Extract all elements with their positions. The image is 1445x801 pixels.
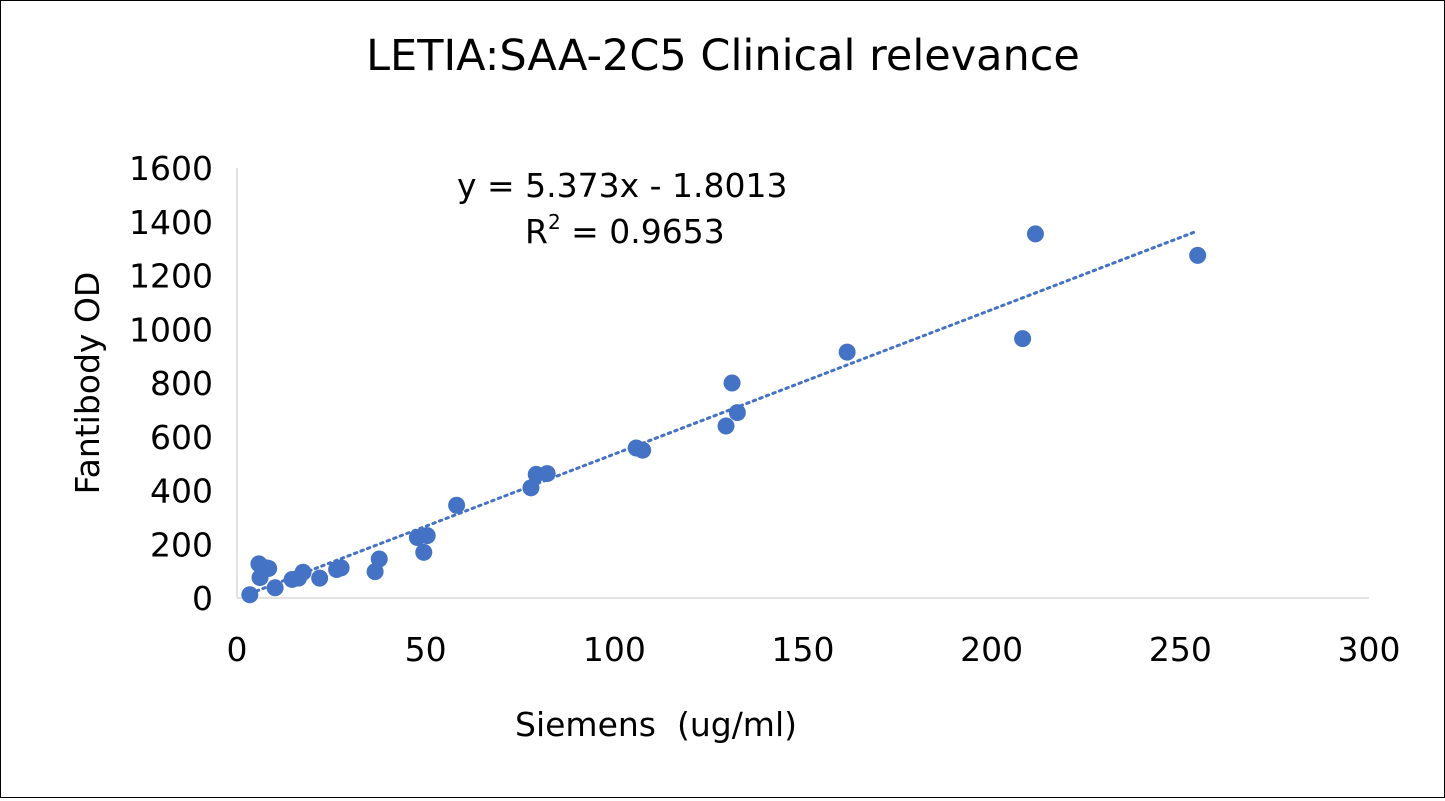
data-points bbox=[241, 225, 1207, 604]
data-point bbox=[418, 527, 436, 545]
data-point bbox=[370, 550, 388, 568]
y-tick-label: 600 bbox=[150, 418, 213, 457]
y-tick-label: 1200 bbox=[129, 257, 213, 296]
data-point bbox=[723, 374, 741, 392]
chart-title: LETIA:SAA-2C5 Clinical relevance bbox=[366, 31, 1080, 81]
data-point bbox=[717, 417, 735, 435]
data-point bbox=[538, 465, 556, 483]
data-point bbox=[241, 586, 259, 604]
y-axis-label: Fantibody OD bbox=[68, 272, 107, 495]
r-squared-prefix: R bbox=[525, 212, 548, 251]
x-tick-label: 250 bbox=[1149, 630, 1212, 669]
x-tick-label: 200 bbox=[960, 630, 1023, 669]
data-point bbox=[332, 559, 350, 577]
y-tick-label: 1400 bbox=[129, 203, 213, 242]
y-tick-label: 1000 bbox=[129, 310, 213, 349]
data-point bbox=[1026, 225, 1044, 243]
x-tick-label: 0 bbox=[227, 630, 248, 669]
y-tick-label: 200 bbox=[150, 525, 213, 564]
y-tick-labels: 0 200 400 600 800 1000 1200 1400 1600 bbox=[129, 149, 213, 618]
data-point bbox=[728, 404, 746, 422]
y-tick-label: 800 bbox=[150, 364, 213, 403]
data-point bbox=[448, 496, 466, 514]
data-point bbox=[311, 569, 329, 587]
data-point bbox=[1189, 246, 1207, 264]
x-axis-label: Siemens (ug/ml) bbox=[515, 705, 797, 744]
data-point bbox=[1014, 330, 1032, 348]
data-point bbox=[634, 441, 652, 459]
data-point bbox=[522, 479, 540, 497]
x-tick-label: 100 bbox=[583, 630, 646, 669]
data-point bbox=[838, 343, 856, 361]
trendline-equation: y = 5.373x - 1.8013 bbox=[457, 166, 788, 205]
data-point bbox=[266, 579, 284, 597]
data-point bbox=[260, 559, 278, 577]
x-tick-labels: 0 50 100 150 200 250 300 bbox=[227, 630, 1401, 669]
y-tick-label: 400 bbox=[150, 472, 213, 511]
y-tick-label: 0 bbox=[192, 579, 213, 618]
x-tick-label: 300 bbox=[1338, 630, 1401, 669]
data-point bbox=[294, 563, 312, 581]
data-point bbox=[415, 543, 433, 561]
r-squared-label: R2 = 0.9653 bbox=[525, 210, 725, 251]
r-squared-value: = 0.9653 bbox=[561, 212, 725, 251]
x-tick-label: 150 bbox=[772, 630, 835, 669]
trendline bbox=[248, 229, 1200, 596]
x-tick-label: 50 bbox=[405, 630, 447, 669]
y-tick-label: 1600 bbox=[129, 149, 213, 188]
r-squared-superscript: 2 bbox=[548, 210, 561, 234]
